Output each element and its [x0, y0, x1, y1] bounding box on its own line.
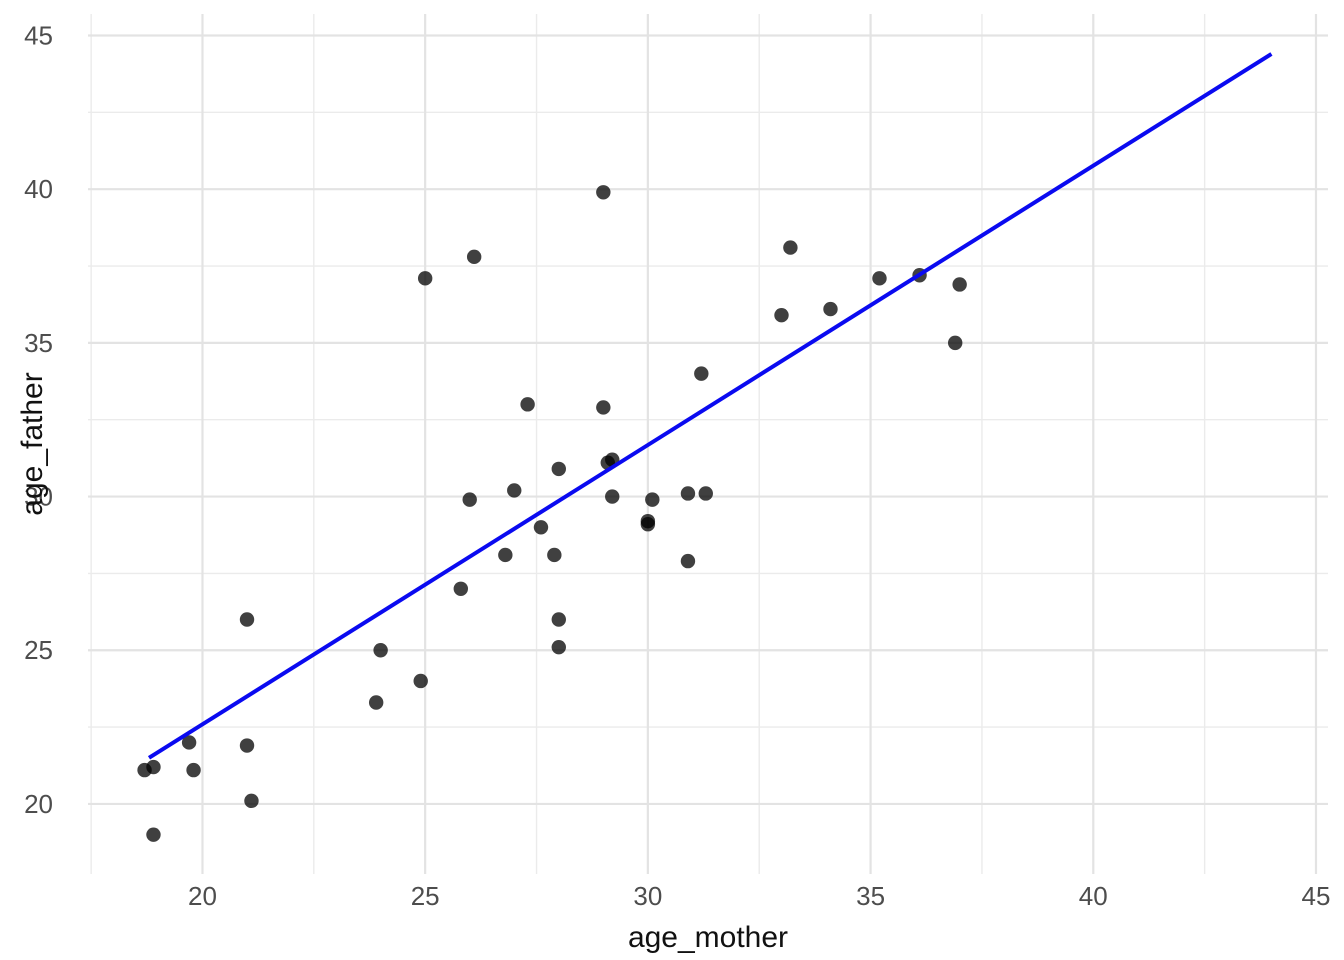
y-tick-label: 30 — [24, 482, 53, 512]
x-tick-label: 45 — [1302, 881, 1331, 911]
trend-line-layer — [147, 52, 1273, 760]
data-point — [823, 301, 838, 317]
data-point — [783, 240, 798, 255]
data-point — [533, 520, 549, 535]
x-axis-title: age_mother — [628, 921, 788, 954]
data-point — [640, 513, 656, 529]
y-tick-label: 20 — [24, 789, 53, 819]
gridlines-minor — [88, 14, 1328, 874]
data-point — [680, 486, 696, 501]
data-point — [551, 461, 566, 477]
data-point — [596, 185, 611, 200]
data-point — [453, 581, 469, 596]
data-point — [680, 553, 696, 569]
y-axis-tick-labels: 20 25 30 35 40 45 — [24, 21, 53, 819]
data-point — [551, 612, 566, 627]
data-point — [373, 643, 388, 658]
data-point — [520, 397, 535, 412]
data-point — [551, 639, 566, 655]
data-point — [368, 695, 384, 710]
data-point — [645, 492, 660, 507]
x-tick-label: 25 — [411, 881, 440, 911]
data-point — [694, 366, 709, 381]
data-point — [244, 793, 259, 809]
y-tick-label: 45 — [24, 21, 53, 51]
data-point — [605, 489, 620, 504]
data-point — [239, 738, 255, 753]
x-tick-label: 35 — [856, 881, 885, 911]
x-tick-label: 20 — [188, 881, 217, 911]
data-point — [181, 735, 197, 750]
gridlines-major — [88, 14, 1328, 874]
y-tick-label: 40 — [24, 174, 53, 204]
data-point — [186, 762, 201, 778]
data-point — [872, 271, 887, 286]
x-axis-tick-labels: 20 25 30 35 40 45 — [188, 881, 1330, 911]
data-point — [952, 277, 967, 292]
data-point — [774, 308, 789, 323]
data-point — [239, 612, 255, 627]
y-tick-label: 25 — [24, 635, 53, 665]
data-point — [146, 759, 161, 775]
data-point — [698, 486, 713, 501]
data-point — [947, 335, 963, 351]
data-point — [146, 827, 161, 842]
data-point — [596, 400, 611, 415]
trend-line — [147, 52, 1273, 760]
data-point — [417, 271, 433, 286]
x-tick-label: 40 — [1079, 881, 1108, 911]
data-point — [547, 547, 562, 563]
data-point — [413, 673, 428, 689]
y-tick-label: 35 — [24, 328, 53, 358]
data-point — [462, 492, 477, 507]
scatter-points — [137, 185, 967, 842]
data-point — [498, 547, 513, 563]
data-point — [466, 249, 482, 265]
y-axis-title: age_father — [16, 372, 49, 515]
x-tick-label: 30 — [633, 881, 662, 911]
data-point — [507, 483, 522, 498]
